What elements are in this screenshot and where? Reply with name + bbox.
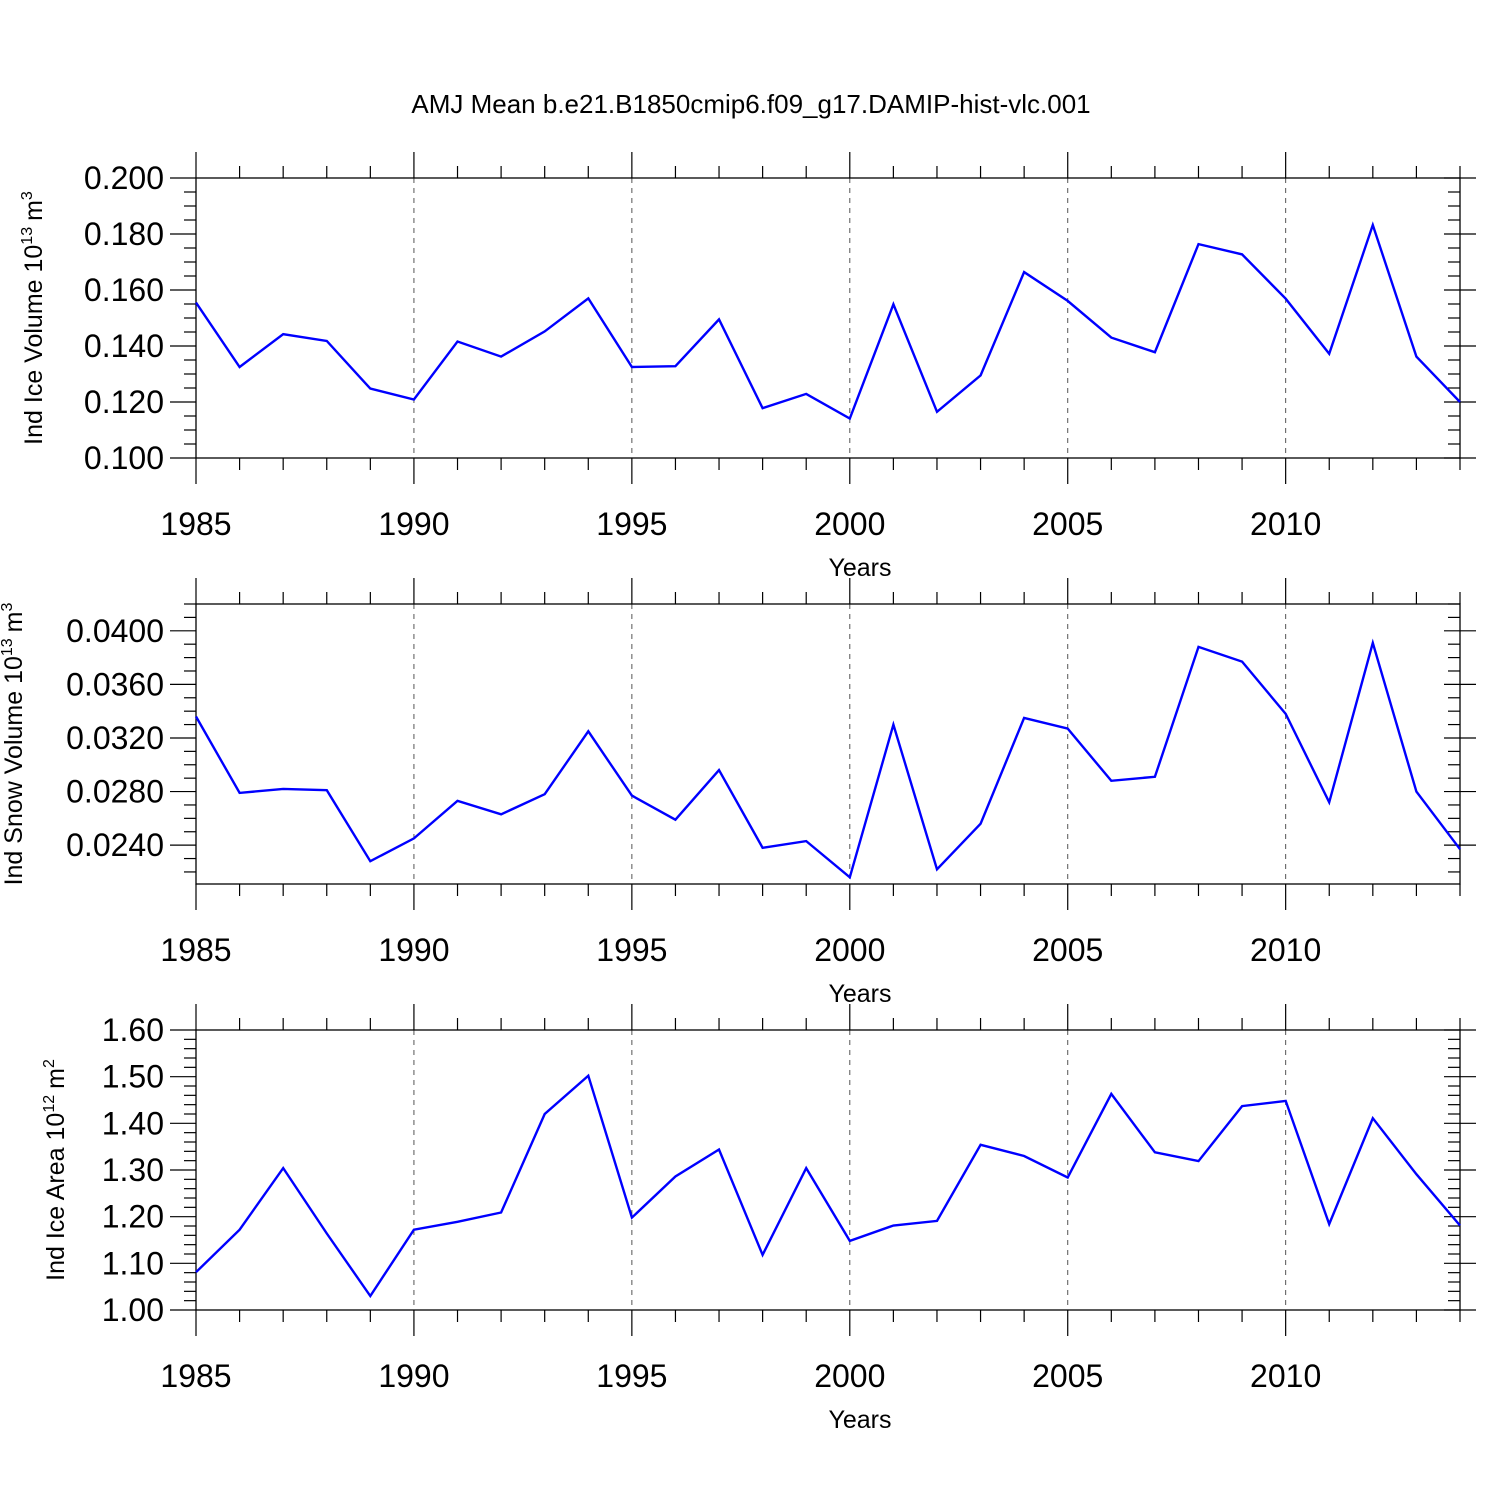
x-tick-label: 2005	[1032, 1358, 1103, 1394]
x-tick-label: 2010	[1250, 506, 1321, 542]
y-axis-title-unit-exponent: 2	[41, 1059, 58, 1068]
y-tick-label: 1.50	[102, 1059, 164, 1095]
x-tick-label: 1990	[378, 932, 449, 968]
y-tick-label: 1.00	[102, 1292, 164, 1328]
y-axis-title-unit: m	[20, 200, 48, 221]
y-axis-title: Ind Ice Area 1012 m2	[41, 1059, 70, 1281]
x-tick-label: 1995	[596, 506, 667, 542]
x-tick-label: 2010	[1250, 932, 1321, 968]
y-axis-title-unit-exponent: 3	[19, 191, 36, 200]
y-tick-label: 1.10	[102, 1245, 164, 1281]
x-tick-label: 1995	[596, 932, 667, 968]
x-tick-label: 2005	[1032, 506, 1103, 542]
series-line	[195, 221, 1461, 421]
x-tick-label: 1995	[596, 1358, 667, 1394]
y-axis-title-unit: m	[0, 611, 28, 632]
panel-2: 0.0240 0.0280 0.0320 0.0360 0.0400 1985 1990 19…	[0, 578, 1476, 1008]
panel-1: 0.100 0.120 0.140 0.160 0.180 0.200 1985 1990 19…	[19, 152, 1476, 582]
y-axis-title: Ind Ice Volume 1013 m3	[19, 191, 48, 445]
x-tick-label: 1990	[378, 1358, 449, 1394]
y-tick-label: 0.0320	[66, 720, 164, 756]
series-line	[195, 1073, 1461, 1299]
y-axis-title-main: Ind Ice Area 10	[42, 1113, 70, 1281]
x-tick-label: 2005	[1032, 932, 1103, 968]
y-tick-label: 0.0400	[66, 613, 164, 649]
y-tick-label: 0.160	[84, 272, 164, 308]
x-axis-title: Years	[828, 980, 891, 1008]
y-tick-label: 0.140	[84, 328, 164, 364]
plot-frame	[195, 603, 1461, 885]
x-tick-label: 1990	[378, 506, 449, 542]
y-axis-title-exponent: 13	[19, 227, 36, 245]
x-tick-label: 1985	[160, 506, 231, 542]
y-axis-title-unit: m	[42, 1068, 70, 1089]
y-tick-label: 1.20	[102, 1199, 164, 1235]
y-axis-title-main: Ind Ice Volume 10	[20, 245, 48, 445]
y-tick-label: 0.0240	[66, 827, 164, 863]
y-axis-title: Ind Snow Volume 1013 m3	[0, 602, 28, 885]
x-tick-label: 1985	[160, 1358, 231, 1394]
y-tick-label: 0.180	[84, 216, 164, 252]
panel-3: 1.00 1.10 1.20 1.30 1.40 1.50 1.60 1985 1990 1995…	[41, 1004, 1476, 1434]
y-tick-label: 1.40	[102, 1105, 164, 1141]
y-tick-label: 1.60	[102, 1012, 164, 1048]
x-axis-title: Years	[828, 1406, 891, 1434]
y-tick-label: 0.120	[84, 384, 164, 420]
x-tick-label: 2000	[814, 1358, 885, 1394]
y-tick-label: 1.30	[102, 1152, 164, 1188]
x-tick-label: 2000	[814, 506, 885, 542]
x-tick-label: 2010	[1250, 1358, 1321, 1394]
chart-title: AMJ Mean b.e21.B1850cmip6.f09_g17.DAMIP-…	[411, 89, 1090, 119]
x-axis-title: Years	[828, 554, 891, 582]
y-axis-title-exponent: 13	[0, 638, 16, 656]
x-tick-label: 1985	[160, 932, 231, 968]
y-tick-label: 0.200	[84, 160, 164, 196]
series-line	[194, 638, 1461, 880]
chart-panels: 0.100 0.120 0.140 0.160 0.180 0.200 1985 1990 19…	[0, 152, 1476, 1434]
y-axis-title-main: Ind Snow Volume 10	[0, 656, 28, 885]
y-tick-label: 0.100	[84, 440, 164, 476]
x-tick-label: 2000	[814, 932, 885, 968]
y-tick-label: 0.0360	[66, 666, 164, 702]
y-axis-title-exponent: 12	[41, 1095, 58, 1113]
y-tick-label: 0.0280	[66, 774, 164, 810]
y-axis-title-unit-exponent: 3	[0, 602, 16, 611]
